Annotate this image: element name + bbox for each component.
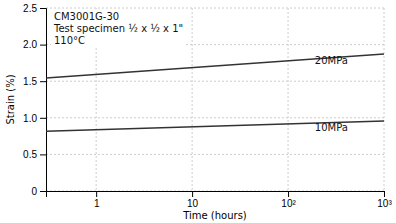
line bbox=[46, 54, 384, 78]
x-tick-mark bbox=[384, 191, 385, 197]
grid-line-x bbox=[288, 8, 289, 191]
title-line: 110°C bbox=[54, 35, 85, 46]
grid-line-y bbox=[46, 117, 384, 118]
grid bbox=[46, 8, 384, 191]
x-axis-line bbox=[47, 192, 385, 198]
y-tick: 1.5 bbox=[23, 76, 46, 87]
title-line: CM3001G-30 bbox=[54, 11, 119, 22]
y-tick-mark bbox=[40, 45, 46, 46]
x-tick-label: 1 bbox=[94, 198, 100, 209]
y-axis-line bbox=[40, 9, 47, 192]
y-tick-label: 0.5 bbox=[23, 149, 37, 160]
grid-line-y bbox=[46, 154, 384, 155]
title-box: CM3001G-30Test specimen ½ x ½ x 1"110°C bbox=[51, 9, 185, 48]
grid-line-x bbox=[192, 8, 193, 191]
y-tick-mark bbox=[40, 8, 46, 9]
y-tick-label: 2.5 bbox=[23, 3, 37, 14]
grid-line-y bbox=[46, 81, 384, 82]
y-tick: 2.5 bbox=[23, 3, 46, 14]
y-tick-label: 1.5 bbox=[23, 76, 37, 87]
x-tick: 10² bbox=[281, 191, 296, 209]
x-tick: 10³ bbox=[377, 191, 392, 209]
y-tick: 2.0 bbox=[23, 39, 46, 50]
annotation: 20MPa bbox=[315, 55, 348, 66]
chart: 1 10 10² 10³ 0 0.5 1.0 1.5 2.0 2.5 20MPa 10MPa CM300… bbox=[0, 0, 396, 223]
y-axis: 0 0.5 1.0 1.5 2.0 2.5 bbox=[23, 3, 46, 197]
y-tick-mark bbox=[40, 81, 46, 82]
x-axis: 1 10 10² 10³ bbox=[47, 191, 393, 209]
y-tick: 1.0 bbox=[23, 113, 46, 124]
y-tick-label: 0 bbox=[31, 186, 37, 197]
x-tick-label: 10² bbox=[281, 198, 296, 209]
x-tick-mark bbox=[96, 191, 97, 197]
x-tick-label: 10 bbox=[187, 198, 199, 209]
x-tick-mark bbox=[192, 191, 193, 197]
y-tick: 0 bbox=[31, 186, 46, 197]
lines bbox=[46, 54, 384, 131]
plot: 1 10 10² 10³ 0 0.5 1.0 1.5 2.0 2.5 20MPa 10MPa CM300… bbox=[23, 3, 392, 209]
y-tick-mark bbox=[40, 118, 46, 119]
y-tick-mark bbox=[40, 191, 46, 192]
title-line: Test specimen ½ x ½ x 1" bbox=[53, 23, 183, 34]
y-tick-label: 1.0 bbox=[23, 113, 37, 124]
y-tick-label: 2.0 bbox=[23, 39, 37, 50]
x-tick-label: 10³ bbox=[377, 198, 392, 209]
annotation: 10MPa bbox=[315, 122, 348, 133]
x-tick: 10 bbox=[187, 191, 199, 209]
y-axis-title: Strain (%) bbox=[5, 74, 16, 124]
x-tick: 1 bbox=[94, 191, 100, 209]
title-background bbox=[51, 9, 185, 48]
y-tick-mark bbox=[40, 154, 46, 155]
x-tick-mark bbox=[288, 191, 289, 197]
y-tick: 0.5 bbox=[23, 149, 46, 160]
x-axis-title: Time (hours) bbox=[182, 210, 247, 221]
grid-line-x bbox=[384, 8, 385, 191]
grid-line-y bbox=[46, 8, 384, 9]
